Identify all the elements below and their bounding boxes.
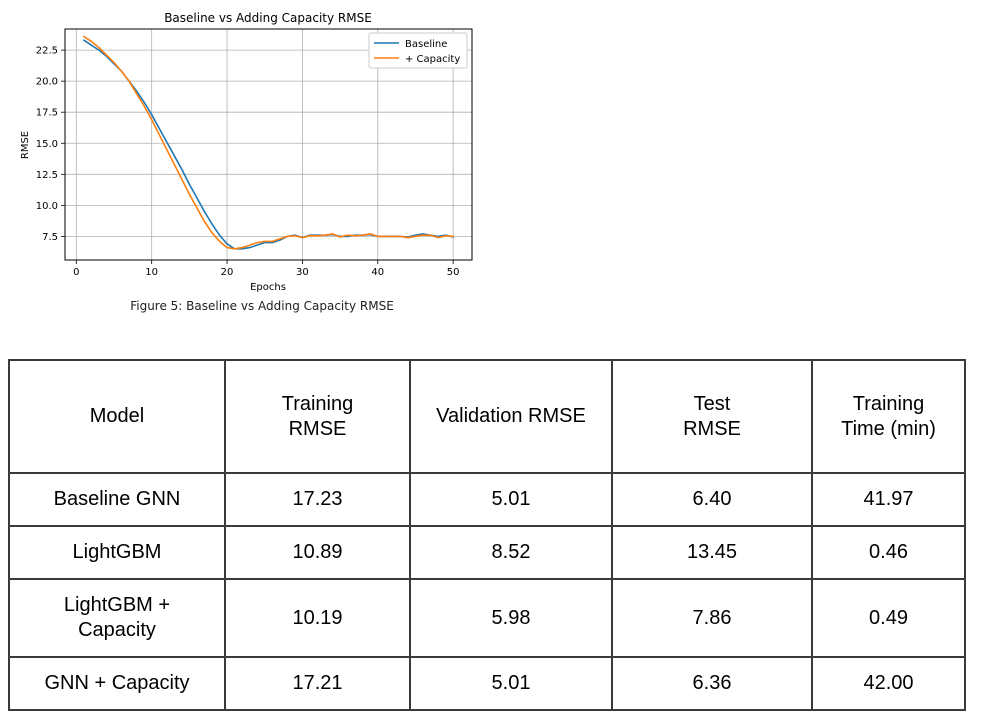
x-tick-label: 40: [371, 267, 384, 278]
cell-model: LightGBM + Capacity: [8, 578, 226, 658]
header-model: Model: [8, 359, 226, 474]
cell-training-rmse: 17.21: [224, 656, 411, 711]
legend-label-baseline: Baseline: [405, 39, 447, 50]
results-table: Model Training RMSE Validation RMSE Test R…: [8, 359, 966, 711]
figure-caption: Figure 5: Baseline vs Adding Capacity RM…: [130, 299, 394, 313]
header-training-time: Training Time (min): [811, 359, 966, 474]
cell-training-time: 0.46: [811, 525, 966, 580]
header-test-rmse: Test RMSE: [611, 359, 813, 474]
y-tick-label: 17.5: [36, 108, 58, 119]
cell-training-rmse: 10.19: [224, 578, 411, 658]
cell-validation-rmse: 5.01: [409, 472, 613, 527]
table-row: LightGBM + Capacity 10.19 5.98 7.86 0.49: [8, 578, 966, 658]
table-row: Baseline GNN 17.23 5.01 6.40 41.97: [8, 472, 966, 527]
x-tick-label: 10: [145, 267, 158, 278]
cell-model: LightGBM: [8, 525, 226, 580]
cell-training-rmse: 17.23: [224, 472, 411, 527]
y-tick-label: 7.5: [42, 232, 58, 243]
plot-frame: [64, 28, 473, 261]
table-header-row: Model Training RMSE Validation RMSE Test R…: [8, 359, 966, 474]
chart-title: Baseline vs Adding Capacity RMSE: [164, 11, 372, 25]
y-tick-label: 12.5: [36, 170, 58, 181]
cell-training-rmse: 10.89: [224, 525, 411, 580]
cell-model: Baseline GNN: [8, 472, 226, 527]
cell-training-time: 0.49: [811, 578, 966, 658]
series-lines: [83, 35, 454, 250]
cell-training-time: 42.00: [811, 656, 966, 711]
legend-label-capacity: + Capacity: [405, 54, 460, 65]
y-tick-label: 15.0: [36, 139, 58, 150]
rmse-line-chart: Baseline vs Adding Capacity RMSE 0 10 20 30…: [20, 11, 473, 293]
y-tick-label: 20.0: [36, 77, 58, 88]
cell-validation-rmse: 8.52: [409, 525, 613, 580]
cell-test-rmse: 13.45: [611, 525, 813, 580]
cell-model: GNN + Capacity: [8, 656, 226, 711]
cell-test-rmse: 6.36: [611, 656, 813, 711]
cell-test-rmse: 6.40: [611, 472, 813, 527]
cell-validation-rmse: 5.98: [409, 578, 613, 658]
header-training-rmse: Training RMSE: [224, 359, 411, 474]
legend-box: [368, 32, 468, 69]
header-validation-rmse: Validation RMSE: [409, 359, 613, 474]
y-axis-label: RMSE: [20, 131, 31, 159]
table-row: GNN + Capacity 17.21 5.01 6.36 42.00: [8, 656, 966, 711]
axis-ticks: 0 10 20 30 40 50 7.5 10.0 12.5 15.0 17.5 20.0 22.5: [36, 46, 460, 278]
cell-validation-rmse: 5.01: [409, 656, 613, 711]
legend: Baseline + Capacity: [368, 32, 468, 69]
x-tick-label: 50: [447, 267, 460, 278]
y-tick-label: 10.0: [36, 201, 58, 212]
table-row: LightGBM 10.89 8.52 13.45 0.46: [8, 525, 966, 580]
series-line-capacity: [83, 35, 454, 250]
cell-training-time: 41.97: [811, 472, 966, 527]
y-tick-label: 22.5: [36, 46, 58, 57]
x-tick-label: 20: [221, 267, 234, 278]
x-axis-label: Epochs: [250, 282, 286, 293]
cell-test-rmse: 7.86: [611, 578, 813, 658]
x-tick-label: 30: [296, 267, 309, 278]
x-tick-label: 0: [73, 267, 79, 278]
